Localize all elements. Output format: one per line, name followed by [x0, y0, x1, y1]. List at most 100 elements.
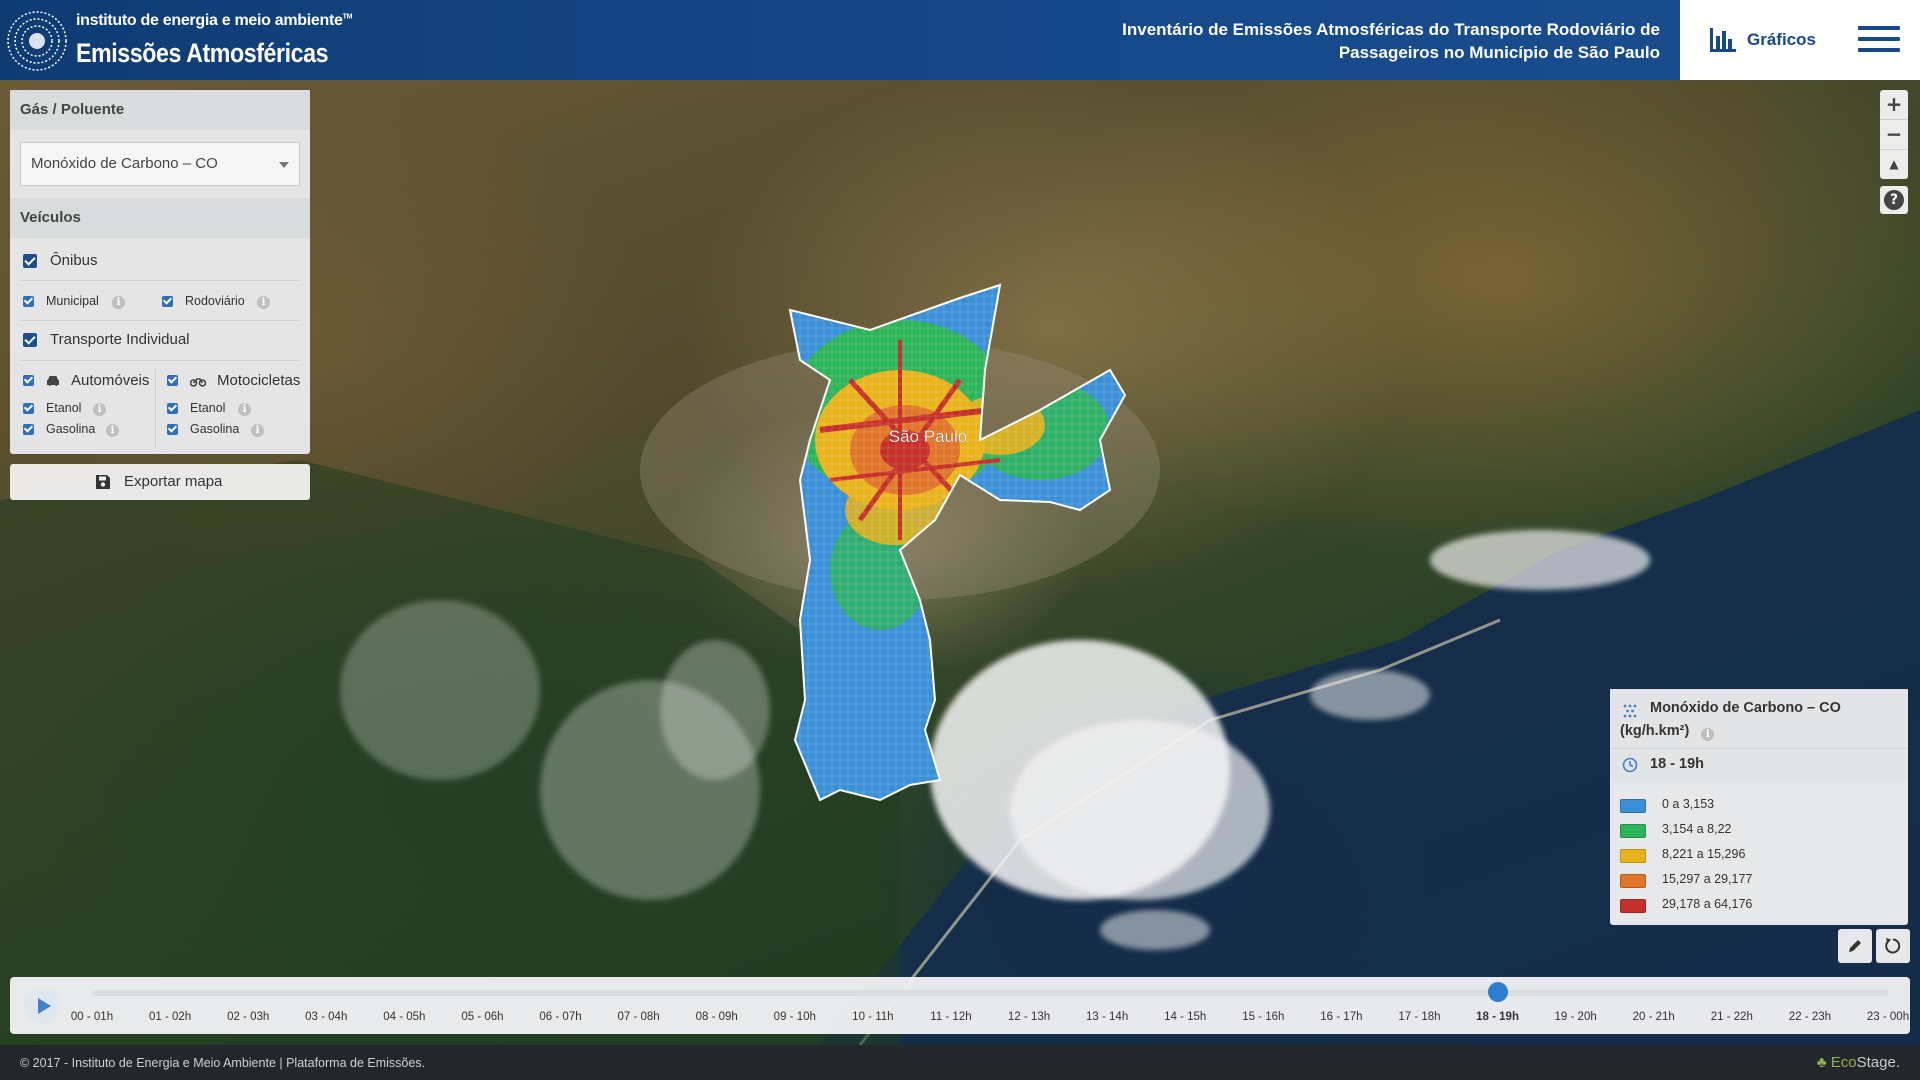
cloud [1430, 530, 1650, 590]
play-button[interactable] [24, 988, 60, 1024]
municipal-label: Municipal [46, 294, 99, 308]
edit-button[interactable] [1838, 929, 1872, 963]
timeline-tick[interactable]: 03 - 04h [305, 1011, 348, 1023]
info-icon[interactable]: i [257, 296, 270, 309]
timeline-tick[interactable]: 16 - 17h [1320, 1011, 1363, 1023]
legend-row: 15,297 a 29,177 [1620, 870, 1900, 890]
zoom-out-button[interactable]: − [1880, 120, 1908, 150]
gas-selected-value: Monóxido de Carbono – CO [31, 155, 218, 172]
slider-track[interactable] [92, 990, 1888, 996]
legend-swatch [1620, 824, 1646, 838]
emissions-grid-overlay[interactable]: São Paulo [0, 80, 1920, 1045]
satellite-map[interactable]: São Paulo [0, 80, 1920, 1045]
graficos-label: Gráficos [1747, 30, 1816, 49]
logo-app-name: Emissões Atmosféricas [76, 38, 329, 68]
timeline-tick[interactable]: 18 - 19h [1476, 1011, 1519, 1023]
timeline-tick[interactable]: 11 - 12h [930, 1011, 972, 1023]
info-icon[interactable]: i [238, 403, 251, 416]
timeline-tick[interactable]: 23 - 00h [1866, 1011, 1910, 1023]
zoom-in-button[interactable]: + [1880, 90, 1908, 120]
info-icon[interactable]: i [106, 424, 119, 437]
onibus-checkbox[interactable] [23, 254, 37, 268]
bar-chart-icon [1710, 28, 1736, 52]
info-icon[interactable]: i [251, 424, 264, 437]
rodoviario-checkbox[interactable] [162, 296, 173, 307]
legend-swatch [1620, 874, 1646, 888]
rodoviario-label: Rodoviário [185, 294, 245, 308]
info-icon[interactable]: i [1701, 728, 1715, 741]
automoveis-checkbox[interactable] [23, 375, 34, 386]
legend-label: 15,297 a 29,177 [1662, 872, 1753, 886]
timeline-tick[interactable]: 10 - 11h [852, 1011, 894, 1023]
timeline-tick[interactable]: 09 - 10h [773, 1011, 816, 1023]
auto-etanol-checkbox[interactable] [23, 403, 34, 414]
transporte-individual-checkbox[interactable] [23, 333, 37, 347]
save-icon [96, 475, 110, 489]
clock-icon [1622, 757, 1638, 773]
divider [20, 360, 300, 361]
auto-etanol-label: Etanol [46, 401, 82, 415]
pencil-icon [1849, 940, 1861, 952]
timeline-tick[interactable]: 15 - 16h [1242, 1011, 1285, 1023]
timeline-tick[interactable]: 13 - 14h [1086, 1011, 1129, 1023]
cloud [1010, 720, 1270, 900]
city-label: São Paulo [889, 427, 967, 446]
export-map-label: Exportar mapa [124, 473, 223, 490]
timeline-tick[interactable]: 14 - 15h [1164, 1011, 1207, 1023]
timeline-tick[interactable]: 00 - 01h [70, 1011, 114, 1023]
legend-row: 3,154 a 8,22 [1620, 820, 1900, 840]
zoom-controls: + − ▲ [1880, 90, 1908, 179]
motocicletas-checkbox[interactable] [167, 375, 178, 386]
moto-etanol-label: Etanol [190, 401, 226, 415]
divider [20, 320, 300, 321]
gas-section-title: Gás / Poluente [10, 90, 310, 130]
timeline-tick[interactable]: 05 - 06h [461, 1011, 504, 1023]
graficos-button[interactable]: Gráficos [1680, 0, 1920, 80]
timeline-tick[interactable]: 08 - 09h [695, 1011, 738, 1023]
motocicletas-label: Motocicletas [217, 372, 301, 389]
vehicles-section-title: Veículos [10, 198, 310, 238]
timeline-tick[interactable]: 21 - 22h [1710, 1011, 1753, 1023]
automoveis-label: Automóveis [71, 372, 150, 389]
footer-brand[interactable]: ♣ EcoStage. [1816, 1054, 1900, 1071]
info-icon[interactable]: i [93, 403, 106, 416]
moto-etanol-checkbox[interactable] [167, 403, 178, 414]
timeline-tick[interactable]: 19 - 20h [1554, 1011, 1597, 1023]
timeline-tick[interactable]: 17 - 18h [1398, 1011, 1441, 1023]
slider-handle[interactable] [1487, 982, 1508, 1002]
cloud [660, 640, 770, 780]
timeline-tick[interactable]: 06 - 07h [539, 1011, 582, 1023]
divider [1610, 748, 1908, 749]
legend-swatch [1620, 799, 1646, 813]
help-button[interactable]: ? [1880, 186, 1908, 214]
legend-label: 0 a 3,153 [1662, 797, 1715, 811]
export-map-button[interactable]: Exportar mapa [10, 464, 310, 500]
info-icon[interactable]: i [112, 296, 125, 309]
timeline-tick[interactable]: 20 - 21h [1632, 1011, 1675, 1023]
timeline-tick[interactable]: 04 - 05h [383, 1011, 426, 1023]
timeline-tick[interactable]: 22 - 23h [1788, 1011, 1832, 1023]
footer-copyright: © 2017 - Instituto de Energia e Meio Amb… [20, 1056, 426, 1070]
timeline-tick[interactable]: 01 - 02h [148, 1011, 192, 1023]
footer: © 2017 - Instituto de Energia e Meio Amb… [0, 1045, 1920, 1080]
timeline-tick[interactable]: 12 - 13h [1007, 1011, 1051, 1023]
divider [20, 280, 300, 281]
compass-icon[interactable]: ▲ [1889, 157, 1899, 171]
municipal-checkbox[interactable] [23, 296, 34, 307]
time-slider: 00 - 01h 01 - 02h 02 - 03h 03 - 04h 04 - 05h… [10, 977, 1910, 1034]
auto-gasolina-checkbox[interactable] [23, 424, 34, 435]
legend-header [1610, 689, 1908, 781]
motorcycle-icon [190, 378, 206, 387]
legend-row: 29,178 a 64,176 [1620, 895, 1900, 915]
gas-pollutant-select[interactable]: Monóxido de Carbono – CO [20, 142, 300, 186]
legend-label: 8,221 a 15,296 [1662, 847, 1746, 861]
timeline-tick[interactable]: 07 - 08h [617, 1011, 660, 1023]
filter-panel: Gás / Poluente Monóxido de Carbono – CO … [10, 90, 310, 454]
timeline-tick[interactable]: 02 - 03h [227, 1011, 270, 1023]
car-icon [47, 376, 59, 386]
reset-button[interactable] [1876, 929, 1910, 963]
hamburger-menu-icon[interactable] [1858, 26, 1900, 54]
legend-title: Monóxido de Carbono – CO [1650, 700, 1841, 716]
moto-gasolina-checkbox[interactable] [167, 424, 178, 435]
legend-row: 0 a 3,153 [1620, 795, 1900, 815]
